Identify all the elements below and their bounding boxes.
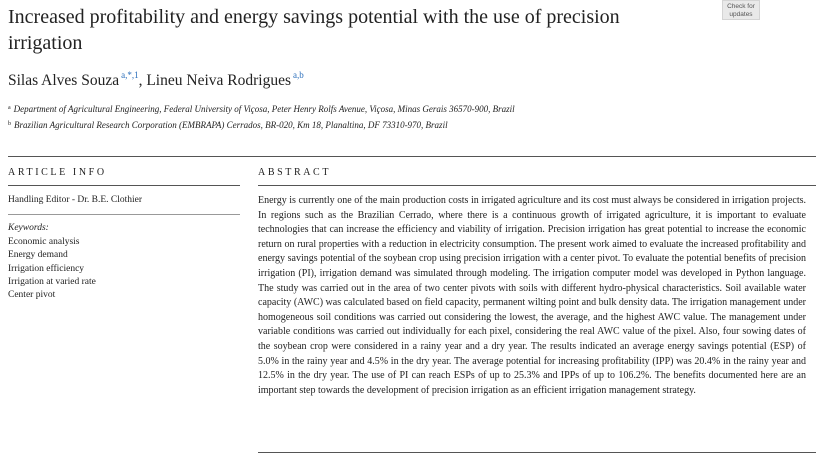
rule (8, 185, 240, 186)
rule (258, 185, 816, 186)
keyword: Energy demand (8, 250, 68, 261)
keyword: Irrigation efficiency (8, 263, 85, 274)
paper-title: Increased profitability and energy savin… (8, 6, 620, 54)
affiliation: b Brazilian Agricultural Research Corpora… (8, 117, 515, 133)
keywords-label: Keywords: (8, 223, 49, 233)
affiliation-text: Brazilian Agricultural Research Corporat… (14, 120, 448, 130)
author-affiliation: a,b (292, 70, 304, 80)
abstract-text: Energy is currently one of the main prod… (258, 195, 806, 396)
author-name: Lineu Neiva Rodrigues (146, 72, 291, 89)
badge-text: Check for (727, 3, 755, 10)
author-separator: , (138, 72, 143, 89)
rule (8, 214, 240, 215)
authors: Silas Alves Souza a,*,1, Lineu Neiva Rodr… (8, 70, 304, 90)
handling-editor: Handling Editor - Dr. B.E. Clothier (8, 195, 143, 205)
section-heading: ABSTRACT (258, 167, 332, 178)
section-heading: ARTICLE INFO (8, 167, 107, 178)
affiliation-text: Department of Agricultural Engineering, … (13, 104, 515, 114)
affiliation-mark: b (8, 121, 11, 127)
keywords: Economic analysis Energy demand Irrigation… (8, 236, 96, 302)
affiliations: a Department of Agricultural Engineering,… (8, 101, 515, 133)
keyword: Center pivot (8, 290, 56, 301)
badge-text: updates (729, 11, 753, 18)
rule (258, 452, 816, 453)
keyword: Economic analysis (8, 237, 80, 247)
check-updates-badge[interactable]: Check for updates (722, 0, 760, 20)
affiliation: a Department of Agricultural Engineering,… (8, 101, 515, 117)
keyword: Irrigation at varied rate (8, 276, 96, 287)
rule (8, 156, 816, 157)
author-name: Silas Alves Souza (8, 72, 120, 89)
affiliation-mark: a (8, 105, 11, 111)
author-affiliation: a,*,1 (121, 70, 139, 80)
